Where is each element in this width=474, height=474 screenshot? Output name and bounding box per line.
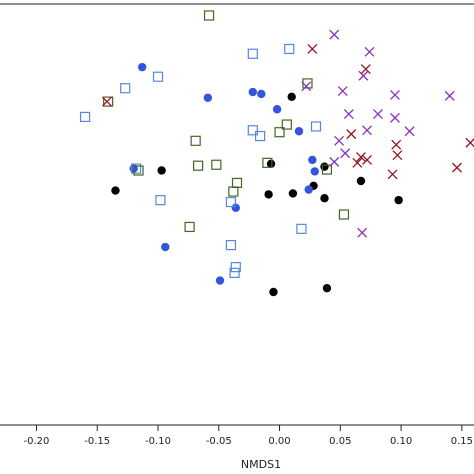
data-point-series-1 bbox=[356, 176, 366, 186]
data-point-series-3 bbox=[131, 163, 142, 174]
data-point-series-4 bbox=[193, 160, 204, 171]
data-point-series-3 bbox=[230, 262, 241, 273]
data-point-series-1 bbox=[111, 186, 120, 195]
data-point-series-5 bbox=[329, 29, 340, 40]
data-point-series-6 bbox=[392, 150, 403, 161]
data-point-series-3 bbox=[229, 267, 240, 278]
data-point-series-1 bbox=[266, 159, 276, 168]
data-point-series-6 bbox=[465, 137, 474, 148]
x-tick-label: -0.15 bbox=[84, 436, 110, 447]
data-point-series-4 bbox=[231, 177, 243, 189]
x-tick-label: 0.05 bbox=[329, 436, 351, 447]
data-point-series-5 bbox=[343, 109, 354, 119]
data-point-series-5 bbox=[373, 109, 383, 119]
x-tick-label: -0.05 bbox=[206, 436, 232, 447]
x-tick-label: 0.00 bbox=[268, 436, 290, 447]
data-point-series-6 bbox=[352, 157, 363, 168]
data-point-series-1 bbox=[320, 194, 329, 203]
data-point-series-4 bbox=[133, 165, 144, 176]
data-point-series-1 bbox=[157, 166, 166, 175]
data-point-series-4 bbox=[274, 127, 285, 138]
data-point-series-4 bbox=[262, 157, 273, 168]
data-point-series-3 bbox=[296, 223, 307, 234]
data-point-series-5 bbox=[362, 125, 373, 136]
data-points bbox=[79, 10, 474, 297]
data-point-series-1 bbox=[287, 92, 296, 102]
data-point-series-4 bbox=[184, 221, 195, 233]
data-point-series-4 bbox=[190, 135, 201, 146]
data-point-series-4 bbox=[211, 159, 222, 170]
data-point-series-1 bbox=[269, 287, 278, 297]
data-point-series-1 bbox=[322, 283, 332, 293]
data-point-series-6 bbox=[391, 139, 402, 150]
data-point-series-4 bbox=[228, 186, 239, 197]
data-point-series-6 bbox=[346, 129, 357, 140]
data-point-series-5 bbox=[444, 90, 455, 101]
data-point-series-4 bbox=[103, 96, 114, 107]
data-point-series-3 bbox=[284, 43, 295, 55]
data-point-series-5 bbox=[329, 156, 340, 167]
data-point-series-5 bbox=[337, 86, 348, 97]
x-axis-ticks: -0.20 -0.15 -0.10 -0.05 0.00 0.05 0.10 0.15 bbox=[24, 425, 473, 447]
data-point-series-3 bbox=[247, 48, 258, 59]
data-point-series-3 bbox=[225, 240, 237, 251]
x-tick-label: -0.10 bbox=[145, 436, 171, 447]
data-point-series-5 bbox=[334, 135, 345, 146]
data-point-series-1 bbox=[394, 195, 403, 205]
data-point-series-2 bbox=[257, 89, 266, 99]
data-point-series-6 bbox=[362, 155, 373, 165]
data-point-series-6 bbox=[452, 162, 462, 173]
data-point-series-5 bbox=[390, 112, 400, 123]
data-point-series-6 bbox=[360, 64, 371, 75]
data-point-series-3 bbox=[247, 125, 258, 136]
data-point-series-2 bbox=[161, 242, 170, 252]
data-point-series-5 bbox=[358, 70, 369, 81]
x-tick-label: 0.10 bbox=[390, 436, 412, 447]
data-point-series-5 bbox=[364, 46, 375, 57]
data-point-series-3 bbox=[254, 130, 266, 142]
data-point-series-4 bbox=[281, 119, 292, 130]
data-point-series-4 bbox=[302, 78, 313, 89]
data-point-series-1 bbox=[320, 162, 329, 171]
data-point-series-3 bbox=[225, 196, 237, 208]
data-point-series-4 bbox=[203, 10, 215, 21]
data-point-series-5 bbox=[357, 227, 368, 238]
data-point-series-2 bbox=[248, 87, 257, 97]
data-point-series-5 bbox=[301, 81, 312, 92]
x-axis-label: NMDS1 bbox=[241, 458, 281, 471]
data-point-series-2 bbox=[272, 105, 282, 114]
data-point-series-5 bbox=[340, 148, 351, 159]
data-point-series-3 bbox=[310, 121, 322, 132]
data-point-series-2 bbox=[231, 203, 240, 213]
data-point-series-2 bbox=[304, 185, 313, 194]
data-point-series-2 bbox=[310, 167, 319, 176]
data-point-series-5 bbox=[404, 126, 415, 137]
data-point-series-6 bbox=[356, 152, 366, 163]
x-tick-label: -0.20 bbox=[24, 436, 50, 447]
data-point-series-6 bbox=[387, 169, 398, 180]
data-point-series-1 bbox=[264, 190, 273, 199]
data-point-series-1 bbox=[288, 189, 298, 198]
data-point-series-3 bbox=[152, 71, 164, 82]
data-point-series-2 bbox=[215, 276, 225, 285]
data-point-series-2 bbox=[138, 62, 147, 72]
x-tick-label: 0.15 bbox=[451, 436, 473, 447]
data-point-series-6 bbox=[101, 96, 112, 107]
data-point-series-2 bbox=[308, 155, 317, 165]
data-point-series-2 bbox=[294, 127, 304, 136]
data-point-series-3 bbox=[155, 195, 166, 206]
data-point-series-4 bbox=[338, 209, 350, 220]
data-point-series-3 bbox=[79, 111, 91, 123]
data-point-series-5 bbox=[390, 89, 400, 100]
data-point-series-4 bbox=[321, 164, 333, 175]
data-point-series-2 bbox=[203, 93, 213, 102]
data-point-series-6 bbox=[307, 44, 318, 54]
data-point-series-3 bbox=[120, 83, 131, 94]
